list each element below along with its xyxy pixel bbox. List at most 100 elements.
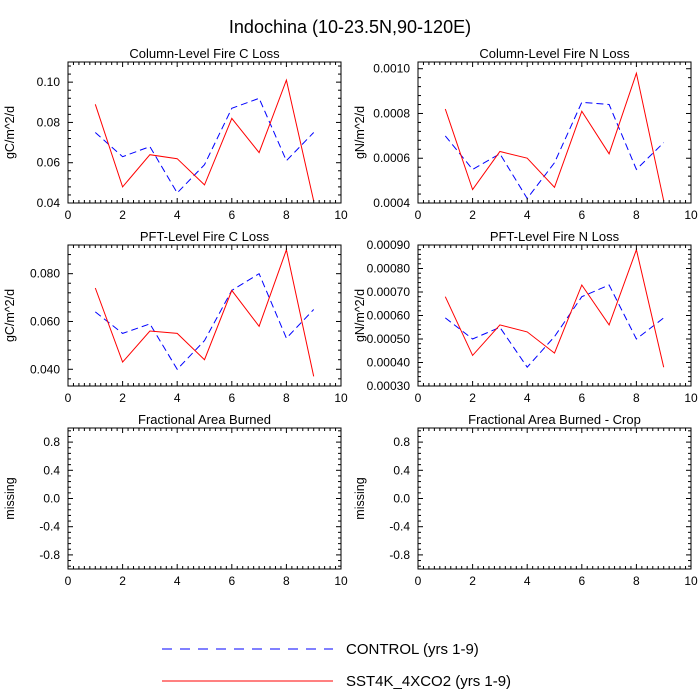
- figure-title: Indochina (10-23.5N,90-120E): [229, 17, 471, 37]
- y-tick-label: 0.8: [393, 435, 410, 449]
- x-tick-label: 0: [65, 208, 72, 222]
- x-tick-label: 0: [65, 574, 72, 588]
- y-tick-label: 0.08: [37, 115, 61, 129]
- x-tick-label: 10: [684, 391, 698, 405]
- x-tick-label: 8: [633, 391, 640, 405]
- y-tick-label: 0.060: [30, 314, 60, 328]
- y-tick-label: 0.8: [43, 435, 60, 449]
- x-tick-label: 8: [633, 208, 640, 222]
- y-tick-label: 0.0004: [373, 196, 410, 210]
- y-tick-label: -0.4: [389, 520, 410, 534]
- y-tick-label: 0.00080: [367, 262, 411, 276]
- y-tick-label: 0.06: [37, 156, 61, 170]
- plot-frame: [67, 61, 342, 204]
- x-tick-label: 2: [469, 574, 476, 588]
- y-tick-label: 0.0010: [373, 62, 410, 76]
- x-tick-label: 0: [415, 208, 422, 222]
- series-line-sst4k: [94, 78, 315, 202]
- y-tick-label: 0.0: [43, 492, 60, 506]
- y-tick-label: 0.00090: [367, 238, 411, 252]
- legend: CONTROL (yrs 1-9) SST4K_4XCO2 (yrs 1-9): [162, 641, 511, 690]
- plot-frame: [417, 61, 692, 204]
- x-tick-label: 8: [283, 391, 290, 405]
- panel-title: Fractional Area Burned: [138, 412, 271, 427]
- y-tick-label: 0.00040: [367, 356, 411, 370]
- x-tick-label: 10: [684, 208, 698, 222]
- x-tick-label: 4: [174, 391, 181, 405]
- x-tick-label: 6: [578, 208, 585, 222]
- y-tick-label: 0.10: [37, 75, 61, 89]
- series-line-sst4k: [444, 247, 665, 368]
- x-tick-label: 2: [469, 208, 476, 222]
- series-line-sst4k: [94, 247, 315, 377]
- x-tick-label: 0: [65, 391, 72, 405]
- x-tick-label: 0: [415, 574, 422, 588]
- x-tick-label: 6: [228, 574, 235, 588]
- y-axis-label: gN/m^2/d: [353, 106, 367, 159]
- x-tick-label: 2: [469, 391, 476, 405]
- x-tick-label: 10: [334, 574, 348, 588]
- x-tick-label: 6: [578, 391, 585, 405]
- panel-6: Fractional Area Burned - Crop missing 0 2 4 6…: [353, 412, 698, 588]
- series-line-control: [444, 101, 665, 200]
- series-line-control: [94, 97, 315, 194]
- x-tick-label: 2: [119, 574, 126, 588]
- y-tick-label: 0.00060: [367, 309, 411, 323]
- panel-title: Column-Level Fire C Loss: [129, 46, 280, 61]
- y-tick-label: 0.00030: [367, 379, 411, 393]
- x-tick-label: 4: [524, 391, 531, 405]
- panels: Column-Level Fire C Loss gC/m^2/d 0 2 4 6 8 10 0…: [3, 46, 698, 588]
- x-tick-label: 2: [119, 391, 126, 405]
- x-tick-label: 4: [174, 574, 181, 588]
- y-tick-label: 0.0006: [373, 151, 410, 165]
- plot-frame: [67, 244, 342, 387]
- x-tick-label: 6: [228, 391, 235, 405]
- y-axis-label: gC/m^2/d: [3, 106, 17, 159]
- panel-4: PFT-Level Fire N Loss gN/m^2/d 0 2 4 6 8 10 0.00…: [353, 229, 698, 405]
- legend-label-sst4k: SST4K_4XCO2 (yrs 1-9): [346, 673, 511, 690]
- y-axis-label: gC/m^2/d: [3, 289, 17, 342]
- x-tick-label: 10: [334, 391, 348, 405]
- y-tick-label: 0.0: [393, 492, 410, 506]
- panel-3: PFT-Level Fire C Loss gC/m^2/d 0 2 4 6 8 10 0.04…: [3, 229, 348, 405]
- y-axis-label: missing: [353, 477, 367, 519]
- series-line-sst4k: [444, 71, 665, 201]
- y-tick-label: 0.0008: [373, 106, 410, 120]
- x-tick-label: 2: [119, 208, 126, 222]
- x-tick-label: 10: [334, 208, 348, 222]
- y-tick-label: 0.04: [37, 196, 61, 210]
- x-tick-label: 10: [684, 574, 698, 588]
- plot-frame: [67, 427, 342, 570]
- panel-title: Fractional Area Burned - Crop: [468, 412, 641, 427]
- x-tick-label: 4: [524, 208, 531, 222]
- y-tick-label: -0.4: [39, 520, 60, 534]
- plot-frame: [417, 244, 692, 387]
- x-tick-label: 4: [174, 208, 181, 222]
- legend-label-control: CONTROL (yrs 1-9): [346, 641, 479, 658]
- x-tick-label: 6: [578, 574, 585, 588]
- series-line-control: [94, 272, 315, 371]
- panel-5: Fractional Area Burned missing 0 2 4 6 8 10 -0.8…: [3, 412, 348, 588]
- panel-title: Column-Level Fire N Loss: [479, 46, 630, 61]
- x-tick-label: 8: [283, 208, 290, 222]
- panel-title: PFT-Level Fire C Loss: [140, 229, 270, 244]
- x-tick-label: 8: [633, 574, 640, 588]
- x-tick-label: 6: [228, 208, 235, 222]
- x-tick-label: 8: [283, 574, 290, 588]
- panel-2: Column-Level Fire N Loss gN/m^2/d 0 2 4 6 8 10 0…: [353, 46, 698, 222]
- y-tick-label: -0.8: [39, 548, 60, 562]
- x-tick-label: 0: [415, 391, 422, 405]
- panel-title: PFT-Level Fire N Loss: [490, 229, 620, 244]
- y-tick-label: 0.4: [393, 463, 410, 477]
- y-tick-label: 0.040: [30, 362, 60, 376]
- panel-1: Column-Level Fire C Loss gC/m^2/d 0 2 4 6 8 10 0…: [3, 46, 348, 222]
- y-tick-label: 0.4: [43, 463, 60, 477]
- y-tick-label: 0.00050: [367, 332, 411, 346]
- y-axis-label: missing: [3, 477, 17, 519]
- plot-frame: [417, 427, 692, 570]
- y-tick-label: -0.8: [389, 548, 410, 562]
- y-axis-label: gN/m^2/d: [353, 289, 367, 342]
- series-line-control: [444, 284, 665, 369]
- x-tick-label: 4: [524, 574, 531, 588]
